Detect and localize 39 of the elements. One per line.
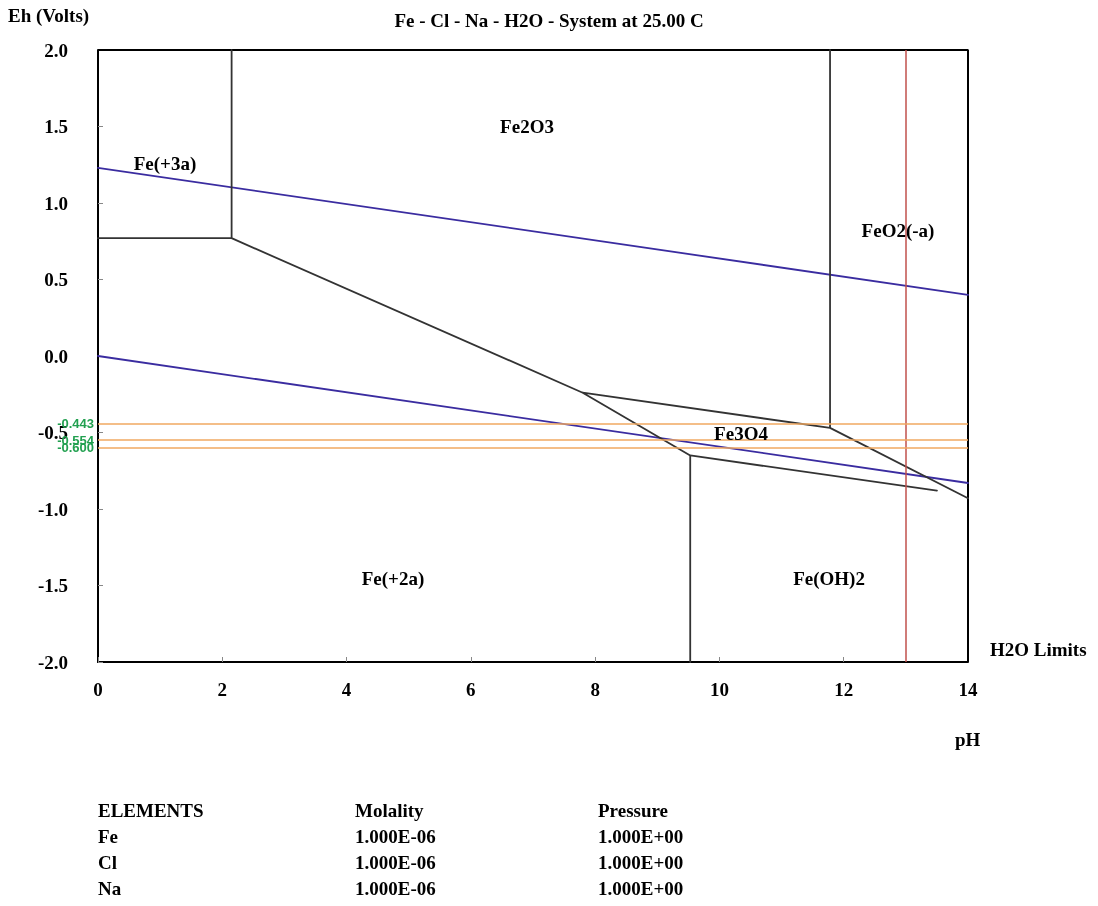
text: 1.000E-06 [355,878,436,900]
text: Fe [98,826,119,848]
annotation: Fe3O4 [714,422,769,444]
y-tick-label: -1.5 [37,575,68,596]
x-tick-label: 12 [834,679,854,700]
chart-title: Fe - Cl - Na - H2O - System at 25.00 C [394,10,704,31]
annotation: FeO2(-a) [861,219,935,242]
y-tick-label: -1.0 [37,498,68,520]
annotation: Fe(+3a) [133,152,197,175]
x-tick-label: 6 [466,679,476,700]
text: 1.000E-06 [355,826,436,848]
y-tick-label: 1.0 [44,192,68,214]
text: 1.000E+00 [598,826,684,848]
x-tick-label: 0 [93,679,103,700]
text: 1.000E+00 [598,852,684,874]
annotation: Fe(+2a) [361,567,425,590]
y-tick-label: -2.0 [37,651,68,673]
y-tick-label: 0.5 [44,269,68,290]
y-axis-title: Eh (Volts) [8,5,90,27]
y-tick-label: 2.0 [44,39,68,61]
text: 1.000E+00 [598,878,684,900]
text: Na [98,878,122,900]
text: H2O Limits [990,639,1087,660]
ref-line-label: -0.443 [57,415,94,431]
text: Molality [355,800,424,822]
annotation: Fe2O3 [500,115,554,137]
text: ELEMENTS [98,800,204,822]
annotation: Fe(OH)2 [793,567,865,590]
x-tick-label: 14 [958,679,978,700]
x-tick-label: 4 [341,679,352,700]
x-tick-label: 2 [217,679,228,700]
y-tick-label: 0.0 [44,345,68,367]
x-tick-label: 10 [709,679,729,700]
x-axis-title: pH [955,729,981,750]
text: Pressure [598,800,669,822]
x-tick-label: 8 [590,679,600,700]
text: 1.000E-06 [355,852,436,874]
text: Cl [98,852,117,874]
y-tick-label: 1.5 [44,116,68,137]
